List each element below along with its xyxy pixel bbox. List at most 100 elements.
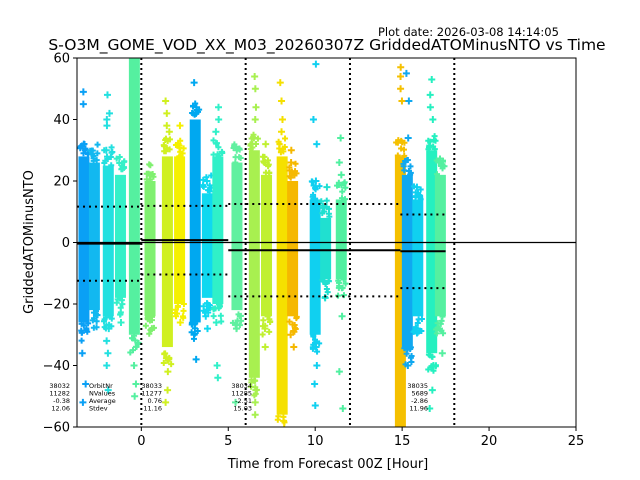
data-point xyxy=(148,325,156,333)
data-point xyxy=(398,145,405,152)
data-point xyxy=(293,170,300,177)
data-point xyxy=(236,154,243,161)
data-point xyxy=(143,170,150,177)
x-tick-label: 0 xyxy=(137,434,145,449)
scan-column xyxy=(127,58,142,400)
data-point xyxy=(94,150,101,157)
data-point xyxy=(261,153,268,160)
data-point xyxy=(251,377,258,384)
data-point xyxy=(160,142,167,149)
data-point xyxy=(118,297,125,304)
scan-column xyxy=(172,122,187,326)
data-point xyxy=(78,349,86,357)
scan-column xyxy=(229,141,245,406)
data-point xyxy=(200,183,207,190)
orbit-stat-value: -2.51 xyxy=(235,397,252,405)
data-point xyxy=(89,317,96,324)
data-point xyxy=(148,317,155,324)
data-point xyxy=(278,128,286,136)
data-point xyxy=(426,405,434,413)
data-point xyxy=(426,103,434,111)
y-tick-label: 0 xyxy=(62,236,70,251)
data-point xyxy=(103,122,111,130)
data-point xyxy=(440,330,447,337)
data-point xyxy=(265,161,272,168)
y-tick-label: 60 xyxy=(53,52,70,67)
data-point xyxy=(219,150,226,157)
data-point xyxy=(180,301,187,308)
data-point xyxy=(338,312,346,320)
x-tick-label: 20 xyxy=(481,434,498,449)
data-point xyxy=(439,165,446,172)
orbit-stat-label: Stdev xyxy=(89,405,108,413)
data-point xyxy=(211,305,218,312)
x-tick-label: 10 xyxy=(307,434,324,449)
data-point xyxy=(251,72,259,80)
data-point xyxy=(163,122,171,130)
orbit-stat-label: OrbitNr xyxy=(89,382,113,390)
data-point xyxy=(425,137,432,144)
y-tick-label: 20 xyxy=(53,175,70,190)
data-point xyxy=(143,176,150,183)
data-point xyxy=(397,72,405,80)
data-point xyxy=(215,144,222,151)
data-point xyxy=(103,91,111,99)
data-point xyxy=(286,318,293,325)
orbit-stat-value: 11.16 xyxy=(143,405,162,413)
data-point xyxy=(316,183,323,190)
data-point xyxy=(342,196,349,203)
data-point xyxy=(104,153,111,160)
data-point xyxy=(286,173,293,180)
data-point xyxy=(80,322,87,329)
data-point xyxy=(276,428,282,434)
data-point xyxy=(146,330,153,337)
data-point xyxy=(266,328,273,335)
data-point xyxy=(108,162,115,169)
data-point xyxy=(262,140,270,148)
data-point xyxy=(212,128,220,136)
data-point xyxy=(108,149,115,156)
data-point xyxy=(428,76,436,84)
data-point xyxy=(414,190,421,197)
data-point xyxy=(162,97,170,105)
data-point xyxy=(130,347,137,354)
data-point xyxy=(192,103,200,111)
scan-column-core xyxy=(287,181,299,317)
chart-title: S-O3M_GOME_VOD_XX_M03_20260307Z GriddedA… xyxy=(48,36,605,55)
data-point xyxy=(338,195,345,202)
data-point xyxy=(319,210,326,217)
data-point xyxy=(131,58,138,61)
scan-column xyxy=(286,146,300,351)
y-tick-label: −40 xyxy=(43,359,70,374)
scan-column-core xyxy=(261,174,273,317)
data-point xyxy=(278,429,284,435)
orbit-stat-label: Average xyxy=(89,397,116,405)
data-point xyxy=(313,140,321,148)
data-point xyxy=(401,139,408,146)
data-point xyxy=(82,380,90,388)
data-point xyxy=(335,368,343,376)
data-point xyxy=(339,284,346,291)
data-point xyxy=(283,429,289,435)
scan-column xyxy=(247,72,261,419)
data-point xyxy=(118,165,126,173)
data-point xyxy=(163,109,171,117)
data-point xyxy=(214,103,222,111)
data-point xyxy=(251,411,259,419)
scan-column xyxy=(259,140,274,351)
data-point xyxy=(165,355,173,363)
data-point xyxy=(435,159,443,167)
data-point xyxy=(290,328,297,335)
data-point xyxy=(232,398,240,406)
data-point xyxy=(210,313,217,320)
data-point xyxy=(418,315,425,322)
scan-column-core xyxy=(394,156,406,427)
data-point xyxy=(161,148,168,155)
data-point xyxy=(394,152,401,159)
orbit-stat-value: 5689 xyxy=(411,390,428,398)
scan-column-core xyxy=(161,156,173,348)
orbit-stat-value: 15.03 xyxy=(233,405,252,413)
data-point xyxy=(146,171,154,179)
data-point xyxy=(311,380,319,388)
